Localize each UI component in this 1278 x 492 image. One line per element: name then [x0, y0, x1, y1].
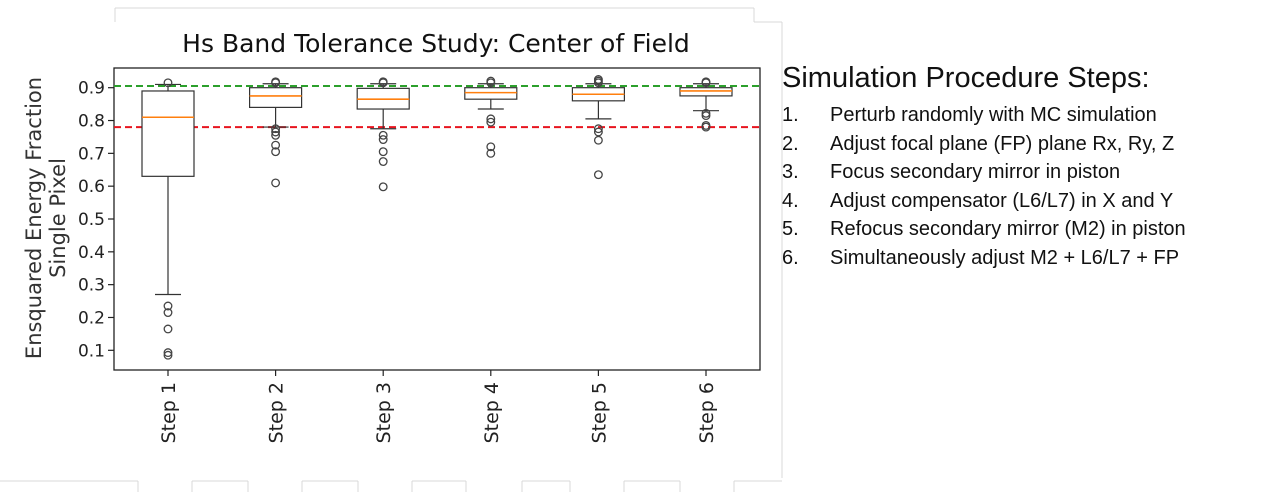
- flier-point: [486, 76, 496, 86]
- x-tick-label: Step 4: [481, 382, 503, 443]
- step-text: Simultaneously adjust M2 + L6/L7 + FP: [830, 246, 1180, 269]
- y-tick-label: 0.4: [78, 243, 105, 263]
- flier-point: [593, 170, 603, 180]
- flier-point: [163, 324, 173, 334]
- step-text: Focus secondary mirror in piston: [830, 161, 1121, 183]
- flier-point: [378, 130, 388, 140]
- procedure-step: 5. Refocus secondary mirror (M2) in pist…: [782, 215, 1278, 244]
- step-text: Perturb randomly with MC simulation: [830, 104, 1157, 126]
- x-tick-label: Step 5: [588, 382, 610, 443]
- x-tick-label: Step 1: [158, 382, 180, 443]
- flier-point: [701, 122, 711, 132]
- flier-point: [271, 130, 281, 140]
- flier-point: [271, 140, 281, 150]
- x-axis-ticks: Step 1 Step 2 Step 3 Step 4 Step 5 Step 6: [158, 370, 718, 443]
- flier-point: [486, 114, 496, 124]
- step-number: 5.: [782, 218, 799, 240]
- box-iqr: [141, 90, 195, 177]
- flier-point: [378, 135, 388, 145]
- flier-point: [378, 77, 388, 87]
- flier-point: [486, 142, 496, 152]
- y-axis-label-line2: Single Pixel: [46, 158, 70, 278]
- flier-point: [378, 157, 388, 167]
- slide-frame: [0, 7, 783, 492]
- step-number: 6.: [782, 246, 799, 269]
- flier-point: [163, 301, 173, 311]
- flier-point: [163, 308, 173, 318]
- procedure-step: 6. Simultaneously adjust M2 + L6/L7 + FP: [782, 244, 1278, 273]
- y-tick-label: 0.7: [78, 144, 105, 164]
- box-3: [356, 77, 410, 192]
- y-tick-label: 0.9: [78, 79, 105, 99]
- procedure-step: 2. Adjust focal plane (FP) plane Rx, Ry,…: [782, 130, 1278, 159]
- plot-area: [113, 67, 761, 371]
- box-iqr: [679, 87, 733, 97]
- boxes: [141, 75, 733, 360]
- x-tick-label: Step 3: [373, 382, 395, 443]
- flier-point: [271, 127, 281, 137]
- flier-point: [593, 124, 603, 134]
- step-text: Adjust focal plane (FP) plane Rx, Ry, Z: [830, 132, 1175, 155]
- y-tick-label: 0.6: [78, 177, 105, 197]
- box-1: [141, 78, 195, 360]
- box-4: [464, 76, 518, 158]
- procedure-steps: 1. Perturb randomly with MC simulation 2…: [782, 101, 1278, 272]
- box-iqr: [249, 87, 303, 108]
- flier-point: [378, 147, 388, 157]
- flier-point: [486, 148, 496, 158]
- step-number: 2.: [782, 132, 799, 155]
- procedure-panel: Simulation Procedure Steps: 1. Perturb r…: [782, 62, 1278, 272]
- flier-point: [163, 350, 173, 360]
- flier-point: [701, 111, 711, 121]
- procedure-step: 1. Perturb randomly with MC simulation: [782, 101, 1278, 130]
- box-5: [571, 75, 626, 180]
- step-text: Refocus secondary mirror (M2) in piston: [830, 218, 1186, 240]
- y-axis-ticks: 0.1 0.2 0.3 0.4 0.5 0.6 0.7 0.8 0.9: [78, 79, 114, 361]
- y-tick-label: 0.1: [78, 341, 105, 361]
- flier-point: [163, 78, 173, 88]
- flier-point: [593, 135, 603, 145]
- flier-point: [271, 124, 281, 134]
- box-6: [679, 77, 733, 132]
- reference-lines: [114, 85, 760, 129]
- flier-point: [701, 77, 711, 87]
- y-axis-label-line1: Ensquared Energy Fraction: [22, 77, 46, 359]
- y-axis-label: Ensquared Energy Fraction Single Pixel: [22, 77, 70, 359]
- flier-point: [486, 117, 496, 127]
- box-2: [249, 77, 303, 188]
- procedure-step: 4. Adjust compensator (L6/L7) in X and Y: [782, 187, 1278, 216]
- box-plot-chart: Hs Band Tolerance Study: Center of Field…: [0, 7, 783, 492]
- flier-point: [593, 75, 603, 84]
- flier-point: [271, 77, 281, 87]
- y-tick-label: 0.8: [78, 112, 105, 132]
- step-text: Adjust compensator (L6/L7) in X and Y: [830, 189, 1174, 212]
- procedure-title: Simulation Procedure Steps:: [782, 62, 1150, 94]
- procedure-step: 3. Focus secondary mirror in piston: [782, 158, 1278, 187]
- y-tick-label: 0.3: [78, 276, 105, 296]
- box-iqr: [464, 87, 518, 100]
- flier-point: [271, 147, 281, 157]
- y-tick-label: 0.5: [78, 210, 105, 230]
- flier-point: [378, 182, 388, 192]
- chart-title: Hs Band Tolerance Study: Center of Field: [182, 29, 690, 58]
- flier-point: [271, 178, 281, 188]
- y-tick-label: 0.2: [78, 308, 105, 328]
- x-tick-label: Step 2: [266, 382, 288, 443]
- step-number: 3.: [782, 161, 799, 183]
- x-tick-label: Step 6: [696, 382, 718, 443]
- step-number: 4.: [782, 189, 799, 212]
- step-number: 1.: [782, 104, 799, 126]
- flier-point: [163, 348, 173, 358]
